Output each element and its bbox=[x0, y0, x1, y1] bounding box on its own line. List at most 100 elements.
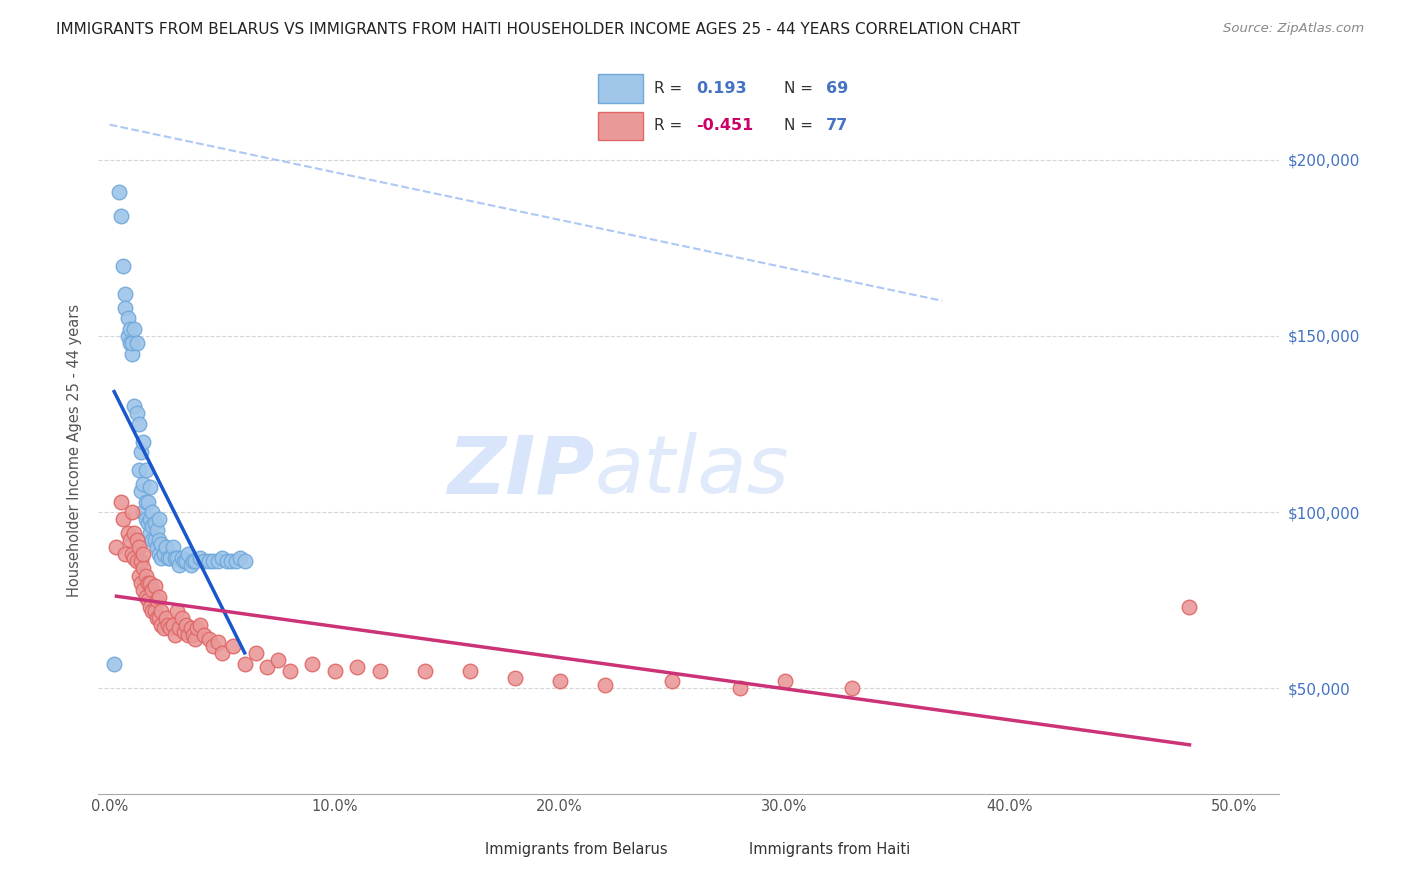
Point bbox=[125, 407, 148, 421]
Point bbox=[129, 575, 152, 590]
Point bbox=[128, 417, 150, 431]
Point bbox=[157, 617, 180, 632]
Point bbox=[197, 554, 219, 568]
Point bbox=[132, 547, 155, 561]
Point bbox=[132, 477, 155, 491]
FancyBboxPatch shape bbox=[598, 112, 644, 140]
Point bbox=[368, 664, 391, 678]
Point bbox=[202, 554, 225, 568]
Point bbox=[173, 624, 195, 639]
Point bbox=[128, 463, 150, 477]
Point bbox=[728, 681, 751, 696]
Point bbox=[215, 554, 238, 568]
FancyBboxPatch shape bbox=[598, 74, 644, 103]
Point bbox=[139, 575, 162, 590]
Point bbox=[503, 671, 526, 685]
Point bbox=[114, 547, 136, 561]
Text: Immigrants from Haiti: Immigrants from Haiti bbox=[749, 842, 910, 857]
Text: -0.451: -0.451 bbox=[696, 119, 754, 134]
Text: 0.193: 0.193 bbox=[696, 80, 747, 95]
Point bbox=[193, 628, 215, 642]
Point bbox=[163, 550, 186, 565]
Point bbox=[148, 547, 170, 561]
Point bbox=[135, 512, 157, 526]
Point bbox=[124, 526, 146, 541]
Point bbox=[132, 434, 155, 449]
Point bbox=[118, 322, 141, 336]
Point bbox=[114, 301, 136, 315]
Point bbox=[174, 554, 197, 568]
Point bbox=[141, 519, 163, 533]
Point bbox=[229, 550, 252, 565]
Point bbox=[184, 632, 207, 646]
Point bbox=[143, 604, 166, 618]
Point bbox=[128, 541, 150, 555]
Point bbox=[141, 582, 163, 597]
Point bbox=[180, 621, 202, 635]
Point bbox=[166, 550, 188, 565]
Point bbox=[184, 554, 207, 568]
Point bbox=[152, 621, 174, 635]
Point bbox=[211, 646, 233, 660]
Point bbox=[146, 593, 169, 607]
Point bbox=[121, 346, 143, 360]
Point bbox=[117, 526, 139, 541]
Point bbox=[139, 600, 162, 615]
Point bbox=[207, 554, 229, 568]
Point bbox=[136, 575, 159, 590]
Point bbox=[117, 329, 139, 343]
Text: Source: ZipAtlas.com: Source: ZipAtlas.com bbox=[1223, 22, 1364, 36]
Point bbox=[150, 537, 173, 551]
Point bbox=[124, 322, 146, 336]
Point bbox=[136, 593, 159, 607]
Point bbox=[174, 617, 197, 632]
Point bbox=[233, 657, 256, 671]
Point bbox=[136, 494, 159, 508]
Point bbox=[548, 674, 571, 689]
Point bbox=[125, 533, 148, 548]
Point bbox=[155, 611, 177, 625]
Point bbox=[278, 664, 301, 678]
Point bbox=[222, 639, 245, 653]
Point bbox=[197, 632, 219, 646]
Point bbox=[143, 579, 166, 593]
Point bbox=[346, 660, 368, 674]
Point bbox=[323, 664, 346, 678]
Point bbox=[103, 657, 125, 671]
Point bbox=[117, 311, 139, 326]
Point bbox=[166, 604, 188, 618]
Point bbox=[141, 604, 163, 618]
Point bbox=[773, 674, 796, 689]
Point bbox=[139, 526, 162, 541]
Point bbox=[125, 554, 148, 568]
Point bbox=[124, 400, 146, 414]
Point bbox=[129, 483, 152, 498]
Point bbox=[148, 590, 170, 604]
Point bbox=[146, 523, 169, 537]
Point bbox=[139, 512, 162, 526]
Text: R =: R = bbox=[654, 80, 688, 95]
Point bbox=[121, 505, 143, 519]
Point bbox=[155, 541, 177, 555]
Point bbox=[413, 664, 436, 678]
Text: Immigrants from Belarus: Immigrants from Belarus bbox=[485, 842, 668, 857]
Point bbox=[169, 621, 191, 635]
Point bbox=[132, 505, 155, 519]
Point bbox=[146, 611, 169, 625]
Point bbox=[170, 611, 193, 625]
Point bbox=[177, 547, 200, 561]
Point bbox=[225, 554, 247, 568]
Point bbox=[150, 550, 173, 565]
Point bbox=[173, 554, 195, 568]
Point bbox=[180, 558, 202, 572]
Point bbox=[132, 561, 155, 575]
Point bbox=[193, 554, 215, 568]
Point bbox=[267, 653, 290, 667]
Point bbox=[458, 664, 481, 678]
Point bbox=[207, 635, 229, 649]
Point bbox=[169, 558, 191, 572]
Point bbox=[129, 445, 152, 459]
Point bbox=[233, 554, 256, 568]
Point bbox=[136, 516, 159, 530]
Point bbox=[135, 463, 157, 477]
